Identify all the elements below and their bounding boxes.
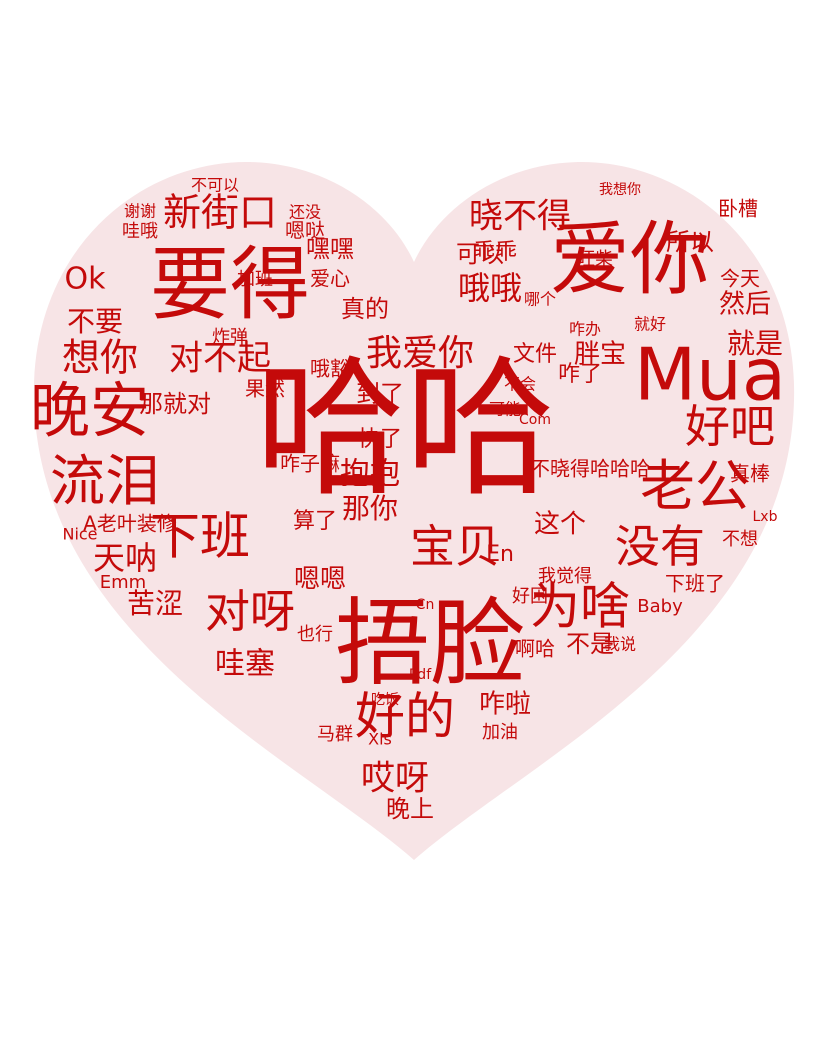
cloud-word: 晚上 bbox=[386, 795, 434, 823]
cloud-word: 晚安 bbox=[30, 377, 150, 447]
cloud-word: 卧槽 bbox=[718, 197, 758, 221]
heart-shape bbox=[33, 161, 795, 860]
cloud-word: 哦豁 bbox=[310, 357, 350, 381]
cloud-word: 流泪 bbox=[50, 449, 160, 513]
cloud-word: 我觉得 bbox=[538, 566, 592, 587]
cloud-word: 不晓得哈哈哈 bbox=[530, 457, 650, 481]
cloud-word: 也行 bbox=[297, 624, 333, 645]
cloud-word: 真棒 bbox=[730, 462, 770, 486]
cloud-word: 对不起 bbox=[169, 339, 271, 379]
cloud-word: 炸弹 bbox=[212, 327, 248, 348]
cloud-word: 好困 bbox=[512, 586, 548, 607]
cloud-word: 爱心 bbox=[310, 267, 350, 291]
cloud-word: 苦涩 bbox=[127, 587, 183, 620]
cloud-word: Xls bbox=[368, 730, 392, 749]
cloud-word: 晓不得 bbox=[469, 197, 571, 237]
cloud-word: 新街口 bbox=[163, 191, 277, 235]
cloud-word: 好的 bbox=[355, 688, 455, 746]
cloud-word: 咋啦 bbox=[479, 690, 531, 720]
cloud-word: 要得 bbox=[150, 238, 310, 331]
cloud-word: 爱你 bbox=[550, 213, 710, 306]
cloud-word: 快了 bbox=[358, 427, 402, 452]
cloud-word: 哇哦 bbox=[122, 221, 158, 242]
cloud-word: 咋办 bbox=[569, 320, 601, 339]
cloud-word: 不是 bbox=[566, 630, 614, 658]
cloud-word: 就好 bbox=[634, 315, 666, 334]
cloud-word: 今天 bbox=[720, 267, 760, 291]
cloud-word: 嗯哒 bbox=[285, 219, 325, 243]
cloud-word: 哈哈 bbox=[255, 343, 555, 517]
cloud-word: 哦哦 bbox=[458, 269, 522, 307]
cloud-word: 啊哈 bbox=[515, 637, 555, 661]
cloud-word: Nice bbox=[62, 525, 97, 544]
cloud-word: 然后 bbox=[719, 290, 771, 320]
cloud-word: 对呀 bbox=[205, 585, 295, 638]
cloud-word: 真的 bbox=[341, 295, 389, 323]
cloud-word: 加班 bbox=[237, 269, 273, 290]
cloud-word: 那你 bbox=[342, 492, 398, 525]
cloud-word: 马群 bbox=[317, 724, 353, 745]
cloud-word: 所以 bbox=[666, 228, 714, 256]
cloud-word: 吃饭 bbox=[371, 692, 399, 708]
cloud-word: 咋了 bbox=[558, 362, 602, 387]
cloud-word: 天呐 bbox=[93, 539, 157, 577]
cloud-word: 哪个 bbox=[524, 290, 556, 309]
cloud-word: Ok bbox=[65, 262, 107, 297]
cloud-word: 宝贝 bbox=[410, 520, 500, 573]
cloud-word: 哇塞 bbox=[215, 647, 275, 682]
cloud-word: 不可以 bbox=[191, 176, 239, 195]
cloud-word: 那就对 bbox=[139, 390, 211, 418]
cloud-word: 下班 bbox=[150, 508, 250, 566]
cloud-word: 可以 bbox=[456, 240, 504, 268]
cloud-word: 抱抱 bbox=[340, 457, 400, 492]
cloud-word: 算了 bbox=[293, 509, 337, 534]
cloud-word: 可能 bbox=[489, 400, 521, 419]
cloud-word: 加油 bbox=[482, 722, 518, 743]
cloud-word: Lxb bbox=[753, 509, 778, 525]
cloud-word: 捂脸 bbox=[335, 589, 525, 699]
cloud-word: 还没 bbox=[289, 203, 321, 222]
cloud-word: 哎呀 bbox=[361, 759, 429, 799]
cloud-word: 咋子嘛 bbox=[280, 452, 340, 476]
cloud-word: Com bbox=[519, 412, 551, 428]
cloud-word: 这个 bbox=[534, 510, 586, 540]
cloud-word: 就是 bbox=[727, 327, 783, 360]
cloud-word: 果然 bbox=[245, 377, 285, 401]
cloud-word: 文件 bbox=[513, 342, 557, 367]
cloud-word: 我爱你 bbox=[366, 333, 474, 374]
cloud-word: 不要 bbox=[67, 305, 123, 338]
cloud-word: En bbox=[486, 542, 514, 567]
cloud-word: 下班了 bbox=[665, 572, 725, 596]
cloud-word: 不会 bbox=[504, 375, 536, 394]
cloud-word: 胖宝 bbox=[574, 340, 626, 370]
cloud-word: Mua bbox=[634, 333, 786, 417]
cloud-word: 谢谢 bbox=[124, 202, 156, 221]
cloud-word: 嘿嘿 bbox=[306, 235, 354, 263]
cloud-word: Baby bbox=[637, 596, 683, 617]
cloud-word: 不想 bbox=[722, 529, 758, 550]
cloud-word: 没有 bbox=[615, 520, 705, 573]
cloud-word: 好吧 bbox=[685, 400, 775, 453]
cloud-word: Pdf bbox=[409, 667, 432, 683]
cloud-word: 我说 bbox=[604, 635, 636, 654]
cloud-word: 想你 bbox=[62, 336, 138, 380]
cloud-word: Cn bbox=[416, 597, 435, 613]
cloud-word: 旺柴 bbox=[577, 249, 613, 270]
cloud-word: 乖乖 bbox=[473, 240, 517, 265]
cloud-word: 为啥 bbox=[530, 578, 630, 636]
cloud-word: 老公 bbox=[640, 454, 750, 518]
cloud-word: Emm bbox=[100, 572, 146, 593]
cloud-word: A老叶装修 bbox=[83, 512, 177, 536]
cloud-word: 嗯嗯 bbox=[294, 565, 346, 595]
cloud-word: 到了 bbox=[356, 380, 404, 408]
cloud-word: 我想你 bbox=[599, 182, 641, 198]
